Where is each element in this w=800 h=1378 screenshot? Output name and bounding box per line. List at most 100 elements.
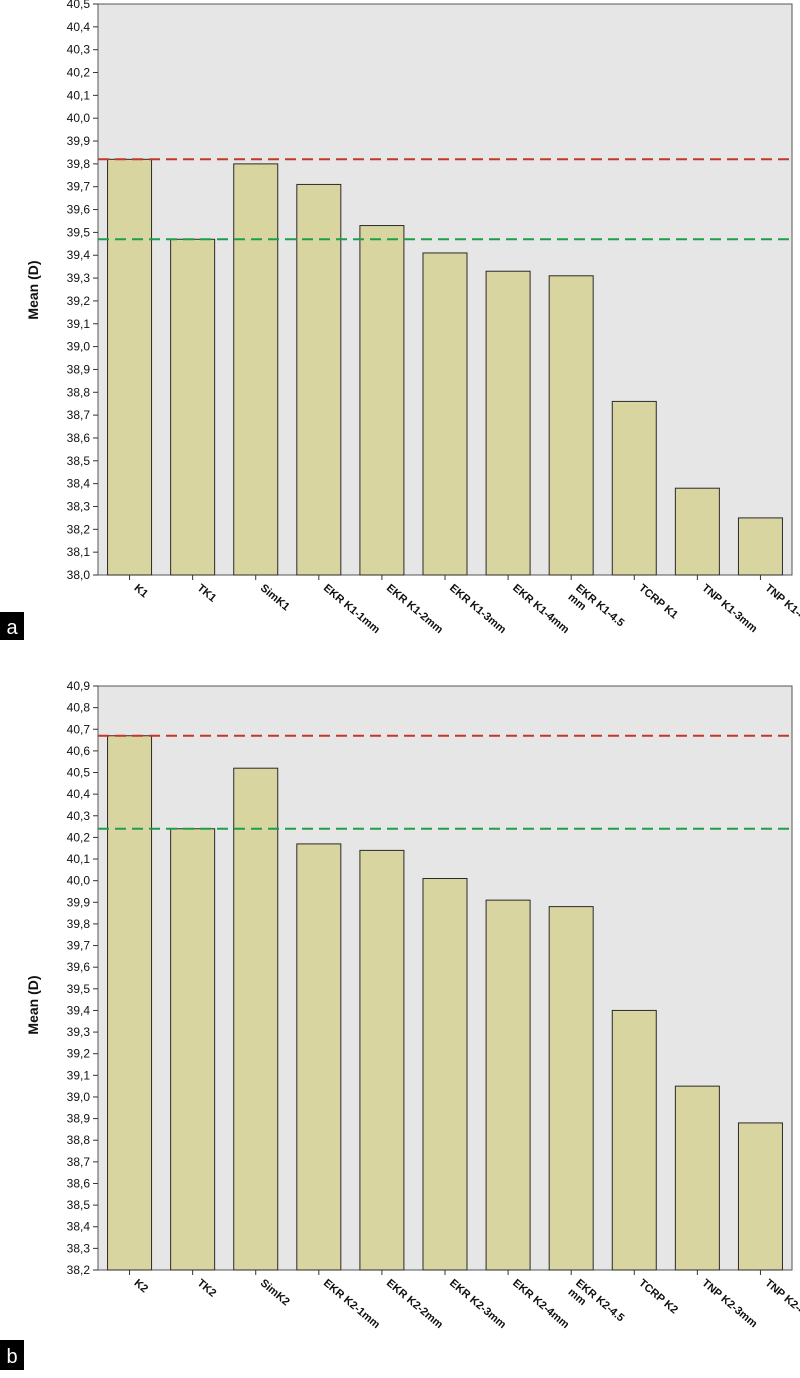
chart-panel-b: Mean (D) 38,238,338,438,538,638,738,838,… <box>0 679 800 1370</box>
category-label: K1 <box>132 582 150 600</box>
bar-tk1 <box>170 238 216 576</box>
category-label: TNP K1-4mm <box>763 582 800 635</box>
y-tick-label-b: 39,5 <box>67 982 91 996</box>
category-label: EKR K1-2mm <box>384 582 445 636</box>
bar-ekr-k2-4mm <box>485 899 531 1271</box>
category-label: EKR K1-1mm <box>321 582 382 636</box>
y-tick-label-a: 39,0 <box>67 340 91 354</box>
bar-tk2 <box>170 828 216 1271</box>
y-tick-label-a: 38,4 <box>67 477 91 491</box>
category-label: EKR K2-4mm <box>510 1277 571 1331</box>
category-labels-b: K2 TK2 SimK2 EKR K2-1mm EKR K2-2mm EKR K2-3mm… <box>129 1270 800 1334</box>
category-label: SimK1 <box>258 582 292 613</box>
bar-tnp-k2-4mm <box>737 1122 783 1271</box>
y-tick-label-b: 40,3 <box>67 809 91 823</box>
panel-label-b-box <box>0 1340 24 1370</box>
y-tick-label-a: 39,6 <box>67 203 91 217</box>
reference-lines-a <box>98 158 792 241</box>
y-tick-label-b: 39,6 <box>67 960 91 974</box>
category-label: EKR K2-2mm <box>384 1277 445 1331</box>
y-tick-label-b: 39,3 <box>67 1025 91 1039</box>
category-label: EKR K2-1mm <box>321 1277 382 1331</box>
y-tick-label-b: 38,5 <box>67 1198 91 1212</box>
y-tick-label-a: 38,9 <box>67 362 91 376</box>
y-tick-label-b: 40,6 <box>67 744 91 758</box>
y-tick-label-a: 40,5 <box>67 0 91 11</box>
category-label: EKR K2-4.5mm <box>566 1277 627 1334</box>
panel-label-b: b <box>6 1346 17 1368</box>
y-tick-label-a: 38,0 <box>67 568 91 582</box>
y-gridlines-b <box>93 685 98 1271</box>
y-tick-label-a: 40,0 <box>67 111 91 125</box>
bars-b <box>107 735 783 1271</box>
y-tick-label-b: 40,1 <box>67 852 91 866</box>
y-tick-label-a: 40,2 <box>67 66 91 80</box>
y-tick-label-a: 38,2 <box>67 522 91 536</box>
bar-ekr-k2-4-5-mm <box>548 906 594 1271</box>
bar-k1 <box>107 158 153 576</box>
y-tick-label-b: 38,6 <box>67 1176 91 1190</box>
y-tick-label-b: 38,8 <box>67 1133 91 1147</box>
category-label: TCRP K2 <box>636 1277 680 1316</box>
bar-ekr-k1-2mm <box>359 225 405 576</box>
y-tick-label-a: 39,7 <box>67 180 91 194</box>
y-tick-label-b: 38,4 <box>67 1220 91 1234</box>
y-tick-label-a: 39,4 <box>67 248 91 262</box>
bar-ekr-k1-4-5-mm <box>548 275 594 576</box>
category-label: EKR K1-4mm <box>510 582 571 636</box>
bars-a <box>107 158 783 576</box>
category-label: EKR K1-3mm <box>447 582 508 636</box>
y-tick-label-a: 38,5 <box>67 454 91 468</box>
y-tick-label-a: 39,9 <box>67 134 91 148</box>
y-tick-label-a: 40,3 <box>67 43 91 57</box>
chart-panel-a: Mean (D) 38,038,138,238,338,438,538,638,… <box>0 0 800 640</box>
y-tick-label-a: 40,4 <box>67 20 91 34</box>
y-tick-label-b: 39,0 <box>67 1090 91 1104</box>
y-tick-label-a: 39,2 <box>67 294 91 308</box>
reference-lines-b <box>98 734 792 830</box>
y-tick-labels-a: 38,0 38,1 38,2 38,3 38,4 38,5 38,6 38,7 38,8 38,9… <box>67 0 91 582</box>
y-tick-label-a: 38,7 <box>67 408 91 422</box>
category-label: TK1 <box>195 582 219 605</box>
y-tick-label-b: 40,2 <box>67 830 91 844</box>
y-tick-label-b: 38,3 <box>67 1241 91 1255</box>
y-gridlines-a <box>93 3 98 576</box>
panel-label-a: a <box>6 617 18 639</box>
y-axis-label-a: Mean (D) <box>25 260 41 319</box>
category-label: TCRP K1 <box>636 582 680 621</box>
bar-tnp-k1-4mm <box>737 517 783 576</box>
category-label: SimK2 <box>258 1277 292 1308</box>
y-tick-label-b: 39,8 <box>67 917 91 931</box>
bar-tcrp-k1 <box>611 400 657 576</box>
bar-ekr-k1-3mm <box>422 252 468 576</box>
panel-label-a-box <box>0 612 24 640</box>
y-tick-label-b: 39,7 <box>67 939 91 953</box>
y-tick-label-b: 40,7 <box>67 722 91 736</box>
y-tick-label-b: 39,9 <box>67 895 91 909</box>
y-tick-label-b: 40,8 <box>67 701 91 715</box>
bar-tcrp-k2 <box>611 1009 657 1271</box>
bar-tnp-k2-3mm <box>674 1085 720 1271</box>
category-label: TNP K1-3mm <box>699 582 759 635</box>
y-tick-label-a: 38,3 <box>67 499 91 513</box>
category-label: TNP K2-4mm <box>763 1277 800 1330</box>
y-tick-label-b: 38,9 <box>67 1112 91 1126</box>
y-tick-label-a: 38,8 <box>67 385 91 399</box>
y-tick-label-a: 38,6 <box>67 431 91 445</box>
y-tick-label-a: 40,1 <box>67 88 91 102</box>
bar-simk2 <box>233 767 279 1271</box>
bar-ekr-k2-1mm <box>296 843 342 1271</box>
bar-ekr-k1-1mm <box>296 183 342 576</box>
category-labels-a: K1 TK1 SimK1 EKR K1-1mm EKR K1-2mm EKR K1-3mm… <box>129 575 800 639</box>
category-label: EKR K1-4.5mm <box>566 582 627 639</box>
y-tick-label-b: 38,7 <box>67 1155 91 1169</box>
y-tick-label-b: 39,1 <box>67 1068 91 1082</box>
y-tick-label-b: 39,4 <box>67 1003 91 1017</box>
y-tick-label-b: 38,2 <box>67 1263 91 1277</box>
y-tick-label-a: 39,5 <box>67 225 91 239</box>
y-tick-label-b: 40,0 <box>67 874 91 888</box>
bar-k2 <box>107 735 153 1271</box>
y-tick-label-a: 39,1 <box>67 317 91 331</box>
bar-ekr-k2-3mm <box>422 878 468 1271</box>
y-tick-labels-b: 38,2 38,3 38,4 38,5 38,6 38,7 38,8 38,9 39,0 39,1… <box>67 679 91 1277</box>
